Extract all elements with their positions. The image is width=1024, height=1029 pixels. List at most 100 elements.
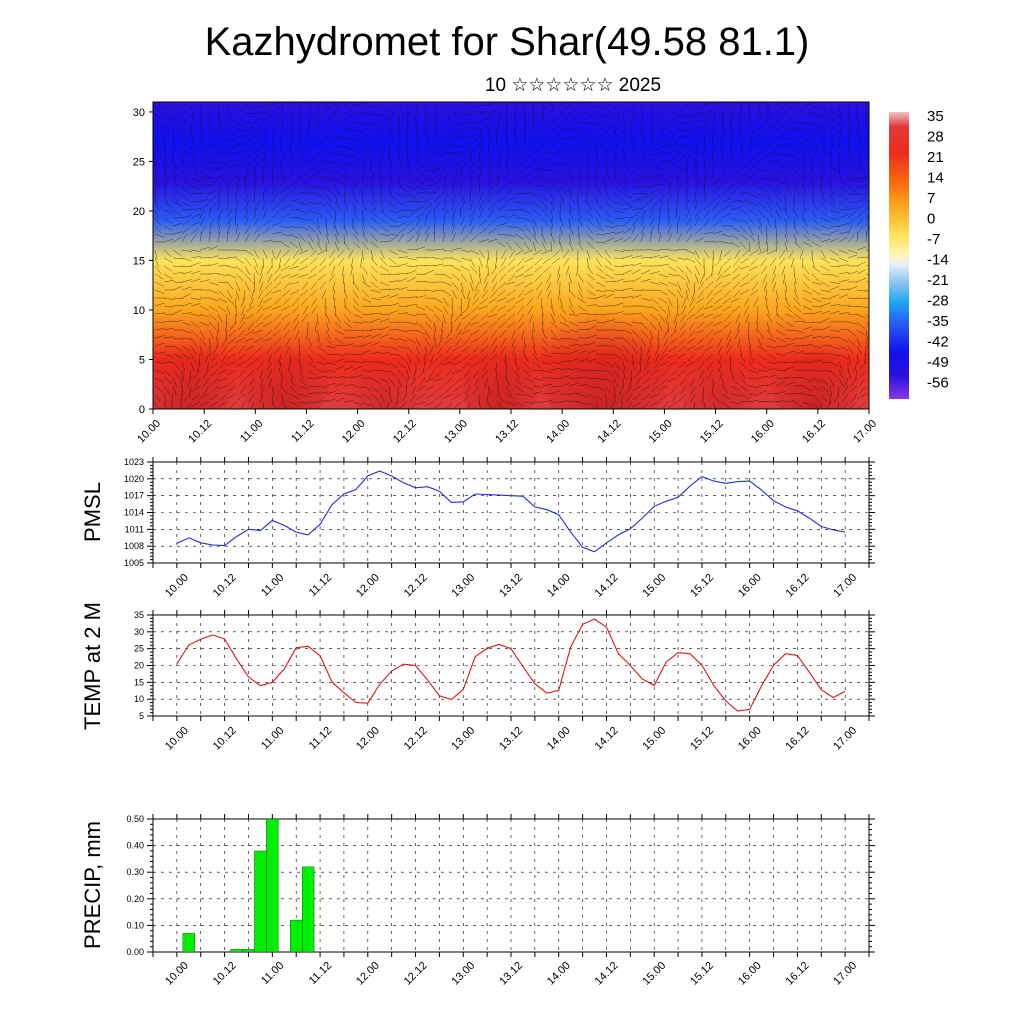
colorbar-label: -56: [927, 375, 949, 392]
x-tick-label: 10.12: [211, 725, 239, 753]
precip-bar: [290, 920, 302, 952]
page-title: Kazhydromet for Shar(49.58 81.1): [205, 20, 810, 64]
x-tick-label: 15.00: [640, 960, 668, 988]
y-tick-label: 0.30: [126, 867, 144, 877]
x-tick-label: 11.12: [307, 960, 334, 987]
x-tick-label: 16.00: [749, 418, 777, 446]
x-tick-label: 12.12: [402, 960, 430, 988]
x-tick-label: 15.00: [647, 418, 675, 446]
colorbar-label: -21: [927, 272, 949, 289]
y-tick-label: 5: [139, 354, 145, 366]
x-tick-label: 12.00: [340, 418, 368, 446]
y-tick-label: 15: [133, 255, 145, 267]
y-tick-label: 25: [133, 156, 145, 168]
colorbar-label: 28: [927, 129, 944, 146]
x-tick-label: 13.12: [493, 418, 521, 446]
colorbar-label: -7: [927, 231, 940, 248]
colorbar-label: -49: [927, 354, 949, 371]
precip-bar: [302, 867, 314, 952]
y-tick-label: 0.20: [126, 894, 144, 904]
precip-bar: [231, 949, 243, 952]
x-tick-label: 11.00: [259, 725, 286, 752]
x-tick-label: 17.00: [831, 725, 859, 753]
x-tick-label: 12.00: [354, 725, 382, 753]
x-tick-label: 11.12: [307, 725, 334, 752]
colorbar-label: 21: [927, 149, 944, 166]
x-tick-label: 13.12: [497, 725, 525, 753]
x-tick-label: 15.12: [698, 418, 726, 446]
y-tick-label: 35: [134, 610, 144, 620]
x-tick-label: 11.12: [307, 572, 334, 599]
precip-bar: [183, 933, 195, 952]
x-tick-label: 11.00: [259, 572, 286, 599]
x-tick-label: 15.12: [688, 725, 716, 753]
x-tick-label: 16.00: [736, 572, 764, 600]
y-tick-label: 25: [134, 644, 144, 654]
x-tick-label: 14.00: [545, 960, 573, 988]
x-tick-label: 10.12: [186, 418, 214, 446]
x-tick-label: 16.12: [784, 960, 812, 988]
x-tick-label: 14.12: [593, 725, 621, 753]
y-tick-label: 30: [133, 107, 145, 119]
x-tick-label: 14.00: [545, 725, 573, 753]
x-tick-label: 14.00: [544, 418, 572, 446]
y-tick-label: 15: [134, 677, 144, 687]
x-tick-label: 10.00: [163, 725, 191, 753]
x-tick-label: 12.12: [402, 572, 430, 600]
x-tick-label: 15.00: [640, 572, 668, 600]
x-tick-label: 15.12: [688, 960, 716, 988]
precip-bar: [254, 851, 266, 952]
y-tick-label: 0: [139, 404, 145, 416]
y-tick-label: 0.00: [126, 947, 144, 957]
y-tick-label: 1014: [124, 508, 144, 518]
x-tick-label: 11.00: [259, 960, 286, 987]
y-axis-label: PRECIP, mm: [80, 821, 105, 949]
x-tick-label: 16.00: [736, 725, 764, 753]
x-tick-label: 11.00: [238, 418, 265, 445]
x-tick-label: 13.00: [442, 418, 470, 446]
x-tick-label: 12.00: [354, 960, 382, 988]
x-tick-label: 10.12: [211, 960, 239, 988]
x-tick-label: 16.00: [736, 960, 764, 988]
y-tick-label: 1011: [125, 524, 144, 534]
x-tick-label: 14.12: [593, 572, 621, 600]
y-axis-label: PMSL: [80, 482, 105, 542]
y-tick-label: 1005: [124, 558, 144, 568]
x-tick-label: 16.12: [800, 418, 828, 446]
x-tick-label: 10.00: [135, 418, 163, 446]
y-tick-label: 1020: [124, 474, 144, 484]
y-tick-label: 0.40: [126, 841, 144, 851]
colorbar-label: -28: [927, 293, 949, 310]
colorbar-label: -14: [927, 252, 949, 269]
date-subtitle: 10 ☆☆☆☆☆☆ 2025: [485, 75, 661, 96]
precip-bar: [266, 819, 278, 952]
x-tick-label: 14.12: [595, 418, 623, 446]
x-tick-label: 12.12: [391, 418, 419, 446]
x-tick-label: 13.12: [497, 572, 525, 600]
y-tick-label: 0.50: [126, 814, 144, 824]
x-tick-label: 15.00: [640, 725, 668, 753]
y-tick-label: 0.10: [126, 920, 144, 930]
y-tick-label: 1017: [124, 491, 144, 501]
precip-bar: [243, 949, 255, 952]
x-tick-label: 14.12: [593, 960, 621, 988]
x-tick-label: 13.12: [497, 960, 525, 988]
colorbar-label: 35: [927, 108, 944, 125]
x-tick-label: 13.00: [449, 572, 477, 600]
colorbar-label: -35: [927, 313, 949, 330]
x-tick-label: 10.00: [163, 572, 191, 600]
x-tick-label: 13.00: [449, 725, 477, 753]
x-tick-label: 12.12: [402, 725, 430, 753]
x-tick-label: 10.12: [211, 572, 239, 600]
y-tick-label: 30: [134, 627, 144, 637]
x-tick-label: 16.12: [784, 572, 812, 600]
y-tick-label: 10: [134, 694, 144, 704]
x-tick-label: 17.00: [831, 960, 859, 988]
